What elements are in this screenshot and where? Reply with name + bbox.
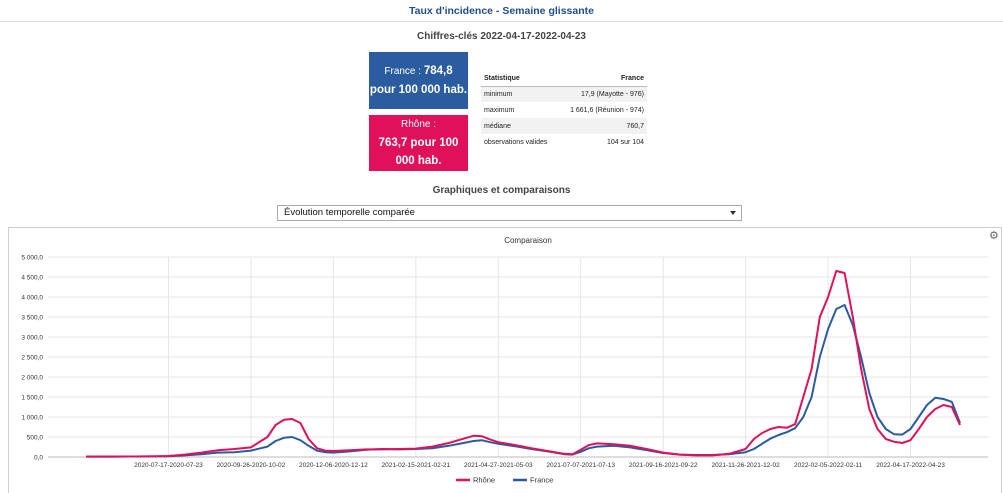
stats-label: maximum <box>484 106 515 114</box>
y-tick-label: 4 000,0 <box>21 295 43 302</box>
stats-value: 17,9 (Mayotte - 976) <box>558 86 647 102</box>
page-title: Taux d'incidence - Semaine glissante <box>409 5 594 17</box>
y-tick-label: 3 500,0 <box>21 315 43 322</box>
france-box-label: France : <box>384 66 424 77</box>
x-tick-label: 2020-12-06-2020-12-12 <box>299 462 368 469</box>
table-row: minimum 17,9 (Mayotte - 976) <box>481 86 647 102</box>
y-tick-label: 3 000,0 <box>21 335 43 342</box>
table-row: observations valides 104 sur 104 <box>481 134 647 150</box>
y-tick-label: 1 500,0 <box>21 395 43 402</box>
table-row: médiane 760,7 <box>481 118 647 134</box>
stats-value: 1 661,6 (Réunion - 974) <box>570 106 644 114</box>
y-tick-label: 2 000,0 <box>21 375 43 382</box>
legend-label: Rhône <box>473 476 495 485</box>
title-bar: Taux d'incidence - Semaine glissante <box>0 0 1003 22</box>
key-figures-title: Chiffres-clés 2022-04-17-2022-04-23 <box>417 31 586 42</box>
france-box-unit: pour 100 000 hab. <box>369 84 468 96</box>
y-tick-label: 1 000,0 <box>21 415 43 422</box>
series-line-rhne <box>86 270 961 458</box>
x-tick-label: 2021-07-07-2021-07-13 <box>546 462 615 469</box>
stats-value: 760,7 <box>558 118 647 134</box>
y-tick-label: 500,0 <box>27 435 44 442</box>
stats-header-france: France <box>558 71 647 87</box>
x-tick-label: 2020-07-17-2020-07-23 <box>134 462 203 469</box>
legend-label: France <box>530 476 553 485</box>
y-tick-label: 5 000,0 <box>21 255 43 262</box>
france-summary-box: France : 784,8 pour 100 000 hab. <box>369 52 468 109</box>
stats-label: médiane <box>481 118 559 134</box>
graphs-section-title: Graphiques et comparaisons <box>432 185 571 196</box>
stats-header-statistic: Statistique <box>481 71 559 87</box>
y-tick-label: 0,0 <box>34 455 43 462</box>
x-tick-label: 2021-04-27-2021-05-03 <box>464 462 533 469</box>
x-tick-label: 2021-11-26-2021-12-02 <box>712 462 781 469</box>
table-row: maximum 1 661,6 (Réunion - 974) <box>481 102 647 118</box>
y-tick-label: 4 500,0 <box>21 275 43 282</box>
series-line-france <box>86 304 961 458</box>
stats-label: minimum <box>481 86 559 102</box>
france-box-value: 784,8 <box>423 65 453 77</box>
statistics-table: Statistique France minimum 17,9 (Mayotte… <box>481 71 647 150</box>
gear-icon[interactable]: ⚙ <box>989 230 999 242</box>
x-tick-label: 2021-02-15-2021-02-21 <box>381 462 450 469</box>
rhone-summary-box: Rhône : 763,7 pour 100 000 hab. <box>369 115 468 171</box>
x-tick-label: 2020-09-26-2020-10-02 <box>217 462 286 469</box>
chart-title: Comparaison <box>504 236 552 245</box>
x-tick-label: 2022-04-17-2022-04-23 <box>876 462 945 469</box>
x-tick-label: 2021-09-16-2021-09-22 <box>629 462 698 469</box>
y-tick-label: 2 500,0 <box>21 355 43 362</box>
x-tick-label: 2022-02-05-2022-02-11 <box>794 462 863 469</box>
chart-type-select[interactable]: Évolution temporelle comparée <box>277 205 742 221</box>
stats-label: observations valides <box>484 138 548 146</box>
stats-value: 104 sur 104 <box>607 138 644 146</box>
rhone-box-value: 763,7 pour 100 000 hab. <box>378 137 459 167</box>
caret-down-icon <box>730 211 736 215</box>
chart-type-select-value: Évolution temporelle comparée <box>284 207 415 218</box>
rhone-box-label: Rhône : <box>400 119 437 130</box>
